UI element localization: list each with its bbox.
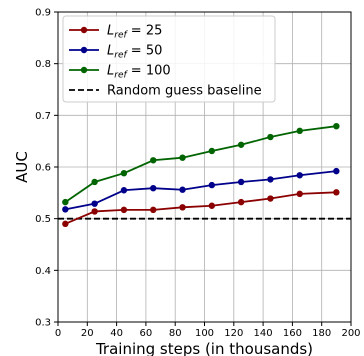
data-point (333, 122, 340, 130)
data-point (296, 190, 303, 198)
series-line (64, 125, 337, 203)
x-tick-label: 160 (283, 328, 302, 339)
ticks: 0 20 40 60 80 100 120 140 160 180 200 0.3 0.4 0.5 0.6 0… (35, 8, 360, 340)
data-point (208, 202, 216, 209)
data-point (91, 178, 98, 186)
x-tick-label: 0 (55, 328, 61, 339)
data-point (120, 206, 128, 214)
data-point (150, 184, 157, 192)
data-point (62, 220, 69, 228)
data-point (150, 157, 157, 164)
y-tick-label: 0.9 (35, 8, 51, 19)
data-point (62, 198, 69, 206)
legend-label: Lref = 25 (107, 24, 162, 41)
y-tick-label: 0.8 (35, 59, 51, 70)
legend-label: Lref = 100 (107, 64, 171, 81)
data-point (62, 206, 69, 213)
series-layer (62, 122, 340, 228)
y-tick-label: 0.6 (35, 163, 51, 174)
y-axis-label: AUC (13, 151, 31, 183)
data-point (120, 170, 128, 177)
data-point (179, 204, 186, 211)
x-tick-label: 200 (341, 328, 360, 339)
y-tick-label: 0.4 (35, 266, 51, 277)
legend-box (62, 15, 276, 103)
data-point (267, 133, 274, 141)
data-point (333, 189, 340, 196)
data-point (120, 187, 128, 194)
data-point (179, 186, 186, 193)
data-point (237, 198, 245, 206)
series-line (65, 170, 337, 211)
data-point (237, 141, 245, 148)
data-point (208, 181, 216, 189)
data-point (296, 127, 303, 135)
data-point (267, 176, 274, 183)
data-point (333, 167, 340, 175)
data-point (237, 178, 245, 186)
y-tick-label: 0.5 (35, 214, 51, 225)
x-tick-label: 140 (254, 328, 273, 339)
x-tick-label: 20 (81, 328, 94, 339)
x-tick-label: 40 (110, 328, 123, 339)
legend-swatch-marker (80, 26, 88, 34)
data-point (208, 147, 216, 155)
x-tick-label: 80 (169, 328, 182, 339)
legend-swatch-marker (80, 46, 88, 54)
legend-label-baseline: Random guess baseline (107, 84, 262, 99)
data-point (267, 195, 274, 202)
legend-label: Lref = 50 (107, 44, 162, 61)
y-tick-label: 0.3 (35, 318, 51, 329)
x-axis-label: Training steps (in thousands) (95, 340, 313, 356)
x-tick-label: 180 (312, 328, 331, 339)
data-point (91, 208, 98, 215)
x-tick-label: 100 (195, 328, 214, 339)
data-point (179, 154, 186, 161)
legend: Lref = 25 Lref = 50 Lref = 100 Random guess… (62, 15, 276, 103)
data-point (296, 172, 303, 179)
y-tick-label: 0.7 (35, 111, 51, 122)
series-line (64, 191, 337, 225)
data-point (91, 200, 98, 207)
data-point (150, 206, 157, 214)
x-tick-label: 120 (224, 328, 243, 339)
x-tick-label: 60 (140, 328, 153, 339)
legend-swatch-marker (80, 66, 88, 74)
